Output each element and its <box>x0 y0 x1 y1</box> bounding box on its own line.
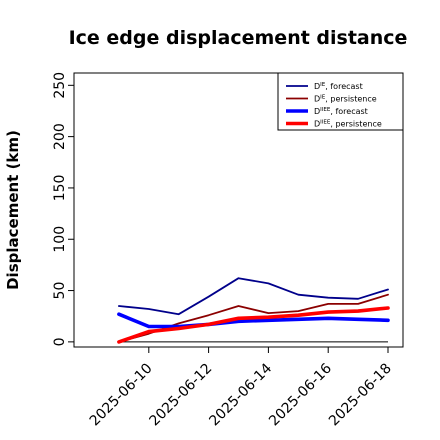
series-line-3 <box>117 312 390 329</box>
legend-entry: DIE, forecast <box>314 82 363 91</box>
chart-title: Ice edge displacement distance <box>69 27 408 49</box>
x-tick-label: 2025-06-14 <box>206 360 275 429</box>
y-tick-label: 100 <box>52 226 68 253</box>
y-tick-label: 200 <box>52 123 68 150</box>
plot-frame <box>73 72 404 348</box>
y-tick-label: 250 <box>52 72 68 99</box>
y-tick-label: 150 <box>52 175 68 202</box>
x-axis: 2025-06-102025-06-122025-06-142025-06-16… <box>87 347 395 429</box>
plot-series <box>117 277 390 344</box>
x-tick-label: 2025-06-16 <box>266 360 335 429</box>
legend-entry: DIIEE, persistence <box>314 120 382 129</box>
y-axis-label: Displacement (km) <box>4 130 22 290</box>
series-line-4 <box>117 306 390 344</box>
y-axis: 0 50 100 150 200 250 <box>52 72 74 346</box>
legend-entry: DIE, persistence <box>314 95 377 104</box>
legend-box <box>277 72 404 131</box>
x-tick-label: 2025-06-10 <box>87 361 156 430</box>
legend-entry: DIIEE, forecast <box>314 107 368 116</box>
y-tick-label: 50 <box>52 282 68 300</box>
series-line-1 <box>118 277 389 316</box>
x-tick-label: 2025-06-12 <box>147 361 216 430</box>
y-tick-label: 0 <box>52 337 68 346</box>
x-tick-label: 2025-06-18 <box>326 361 395 430</box>
legend: DIE, forecast DIE, persistence DIIEE, fore… <box>277 72 404 131</box>
